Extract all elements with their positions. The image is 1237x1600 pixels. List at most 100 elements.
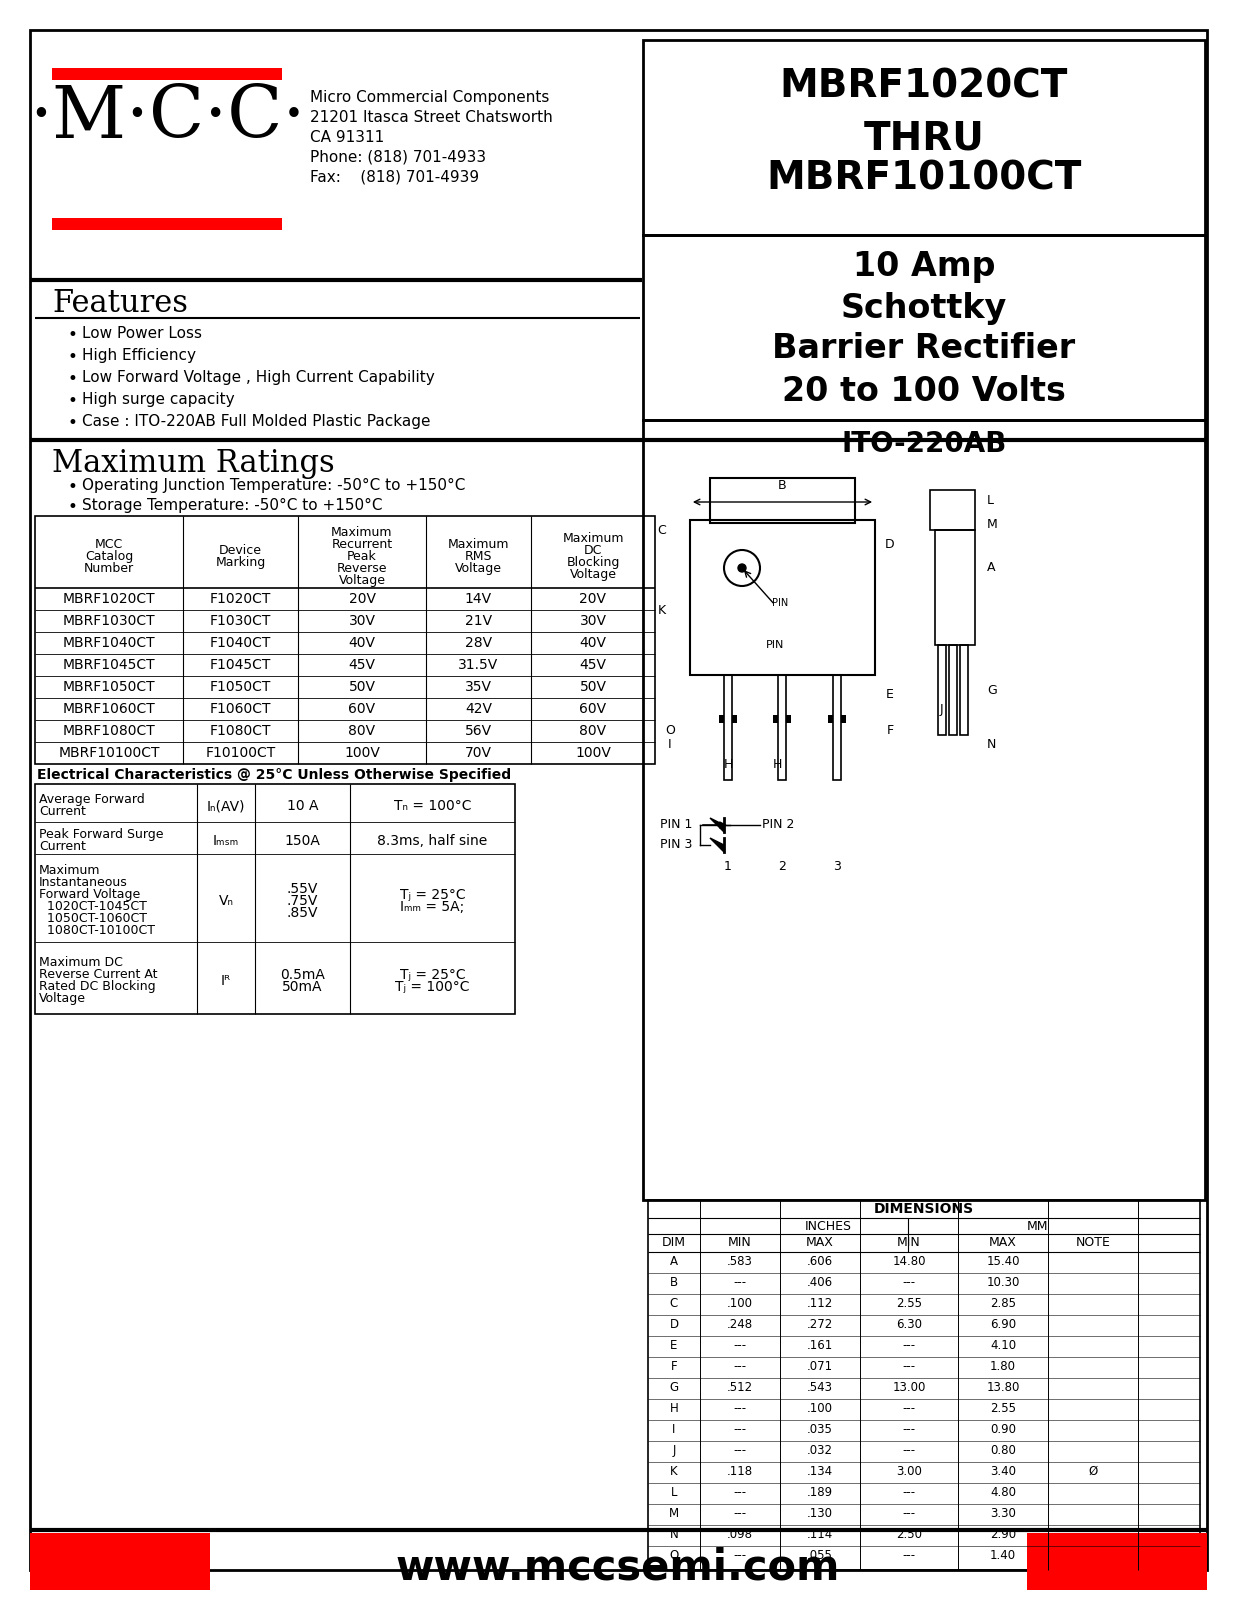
Text: E: E — [670, 1339, 678, 1352]
Text: 100V: 100V — [344, 746, 380, 760]
Text: 60V: 60V — [349, 702, 376, 717]
Text: ---: --- — [734, 1549, 747, 1562]
Text: ---: --- — [734, 1486, 747, 1499]
Polygon shape — [710, 838, 724, 851]
Text: •: • — [68, 349, 78, 366]
Text: 3.00: 3.00 — [896, 1466, 922, 1478]
Text: 30V: 30V — [349, 614, 376, 627]
Text: Voltage: Voltage — [455, 562, 502, 574]
Text: Recurrent: Recurrent — [332, 538, 392, 550]
Text: 1: 1 — [724, 861, 732, 874]
Text: 30V: 30V — [579, 614, 606, 627]
Text: Blocking: Blocking — [567, 557, 620, 570]
Text: G: G — [669, 1381, 679, 1394]
Text: Marking: Marking — [215, 557, 266, 570]
Text: DIMENSIONS: DIMENSIONS — [873, 1202, 974, 1216]
Text: 45V: 45V — [349, 658, 376, 672]
Text: 2.50: 2.50 — [896, 1528, 922, 1541]
Text: 40V: 40V — [579, 635, 606, 650]
Text: .098: .098 — [727, 1528, 753, 1541]
Text: Micro Commercial Components: Micro Commercial Components — [310, 90, 549, 106]
Text: Tₙ = 100°C: Tₙ = 100°C — [393, 798, 471, 813]
Text: Maximum: Maximum — [563, 531, 623, 546]
Text: ---: --- — [903, 1360, 915, 1373]
Text: Current: Current — [40, 805, 85, 818]
Text: Average Forward: Average Forward — [40, 794, 145, 806]
Text: H: H — [772, 758, 782, 771]
Text: 1.40: 1.40 — [990, 1549, 1016, 1562]
Text: 50mA: 50mA — [282, 979, 323, 994]
Text: Voltage: Voltage — [569, 568, 616, 581]
Bar — [643, 40, 1205, 235]
Text: Iₙ(AV): Iₙ(AV) — [207, 798, 245, 813]
Text: 45V: 45V — [579, 658, 606, 672]
Text: D: D — [669, 1318, 679, 1331]
Text: L: L — [987, 493, 995, 507]
Text: ---: --- — [903, 1486, 915, 1499]
Text: MAX: MAX — [990, 1235, 1017, 1250]
Text: F1080CT: F1080CT — [210, 723, 271, 738]
Text: ---: --- — [734, 1507, 747, 1520]
Text: .248: .248 — [727, 1318, 753, 1331]
Text: 13.80: 13.80 — [986, 1381, 1019, 1394]
Text: 70V: 70V — [465, 746, 492, 760]
Text: 2: 2 — [778, 861, 785, 874]
Text: D: D — [886, 539, 894, 552]
Text: MIN: MIN — [729, 1235, 752, 1250]
Text: Catalog: Catalog — [85, 550, 134, 563]
Text: Iₘₘ = 5A;: Iₘₘ = 5A; — [401, 899, 465, 914]
Text: PIN 1: PIN 1 — [661, 819, 693, 832]
Text: 4.80: 4.80 — [990, 1486, 1016, 1499]
Text: 60V: 60V — [579, 702, 606, 717]
Text: E: E — [886, 688, 894, 701]
Text: MBRF1020CT: MBRF1020CT — [63, 592, 156, 606]
Text: 1.80: 1.80 — [990, 1360, 1016, 1373]
Text: Number: Number — [84, 562, 134, 574]
Text: Forward Voltage: Forward Voltage — [40, 888, 140, 901]
Text: MBRF1030CT: MBRF1030CT — [63, 614, 156, 627]
Text: 10.30: 10.30 — [986, 1277, 1019, 1290]
Text: High Efficiency: High Efficiency — [82, 349, 195, 363]
Text: .100: .100 — [807, 1402, 833, 1414]
Text: A: A — [670, 1254, 678, 1267]
Text: F1030CT: F1030CT — [210, 614, 271, 627]
Text: C: C — [658, 523, 667, 536]
Text: .406: .406 — [807, 1277, 833, 1290]
Text: 8.3ms, half sine: 8.3ms, half sine — [377, 834, 487, 848]
Text: .583: .583 — [727, 1254, 753, 1267]
Text: Low Power Loss: Low Power Loss — [82, 326, 202, 341]
Text: MBRF1050CT: MBRF1050CT — [63, 680, 156, 694]
Text: Reverse Current At: Reverse Current At — [40, 968, 157, 981]
Text: •: • — [68, 414, 78, 432]
Bar — [643, 419, 1205, 1200]
Text: 2.55: 2.55 — [896, 1298, 922, 1310]
Text: 21V: 21V — [465, 614, 492, 627]
Text: MIN: MIN — [897, 1235, 920, 1250]
Text: 14V: 14V — [465, 592, 492, 606]
Text: 20V: 20V — [579, 592, 606, 606]
Text: MAX: MAX — [807, 1235, 834, 1250]
Text: 4.10: 4.10 — [990, 1339, 1016, 1352]
Text: Instantaneous: Instantaneous — [40, 877, 127, 890]
Text: Maximum DC: Maximum DC — [40, 955, 122, 970]
Text: ---: --- — [903, 1422, 915, 1437]
Text: .100: .100 — [727, 1298, 753, 1310]
Text: F: F — [670, 1360, 678, 1373]
Text: Peak: Peak — [348, 550, 377, 563]
Text: 3.30: 3.30 — [990, 1507, 1016, 1520]
Text: Fax:    (818) 701-4939: Fax: (818) 701-4939 — [310, 170, 479, 186]
Text: ---: --- — [734, 1422, 747, 1437]
Text: Ø: Ø — [1089, 1466, 1097, 1478]
Bar — [938, 645, 946, 734]
Text: PIN: PIN — [766, 640, 784, 650]
Text: .035: .035 — [807, 1422, 833, 1437]
Text: J: J — [940, 704, 944, 717]
Text: 40V: 40V — [349, 635, 376, 650]
Text: F1020CT: F1020CT — [210, 592, 271, 606]
Text: 3: 3 — [833, 861, 841, 874]
Text: MBRF1080CT: MBRF1080CT — [63, 723, 156, 738]
Bar — [724, 675, 732, 781]
Text: Low Forward Voltage , High Current Capability: Low Forward Voltage , High Current Capab… — [82, 370, 434, 386]
Polygon shape — [710, 818, 724, 832]
Text: 150A: 150A — [285, 834, 320, 848]
